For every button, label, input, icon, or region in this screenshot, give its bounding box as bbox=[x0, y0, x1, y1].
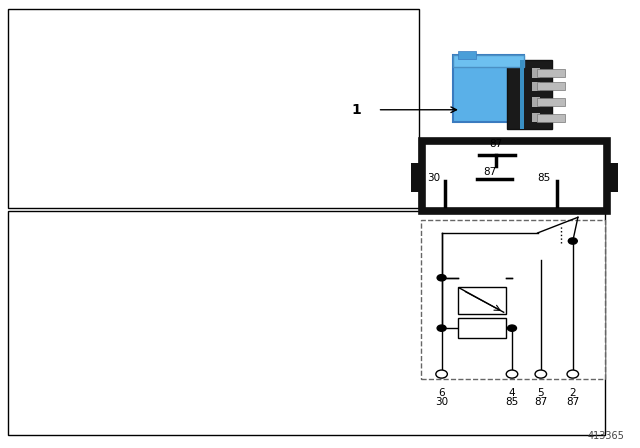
Text: 87: 87 bbox=[483, 167, 496, 177]
Bar bbox=[458, 318, 506, 338]
Circle shape bbox=[568, 238, 577, 244]
Text: 413365: 413365 bbox=[587, 431, 624, 441]
Bar bbox=[421, 220, 605, 379]
Text: 5: 5 bbox=[538, 388, 544, 398]
Text: 30: 30 bbox=[435, 397, 448, 407]
Text: 87: 87 bbox=[534, 397, 547, 407]
Bar bbox=[458, 51, 476, 59]
Bar bbox=[8, 9, 419, 208]
Text: 6: 6 bbox=[438, 388, 445, 398]
Bar bbox=[8, 211, 605, 435]
Bar bbox=[453, 55, 524, 121]
Text: 2: 2 bbox=[570, 388, 576, 398]
Circle shape bbox=[535, 370, 547, 378]
Circle shape bbox=[437, 325, 446, 332]
Bar bbox=[411, 163, 422, 192]
Text: 85: 85 bbox=[506, 397, 518, 407]
Bar bbox=[532, 97, 540, 107]
Bar bbox=[532, 82, 540, 91]
Bar bbox=[537, 98, 565, 106]
Bar bbox=[537, 69, 565, 77]
Bar bbox=[422, 141, 607, 211]
Text: 85: 85 bbox=[538, 173, 551, 183]
Circle shape bbox=[567, 370, 579, 378]
Text: 1: 1 bbox=[352, 103, 362, 117]
Text: 30: 30 bbox=[428, 173, 441, 183]
Text: 87: 87 bbox=[490, 139, 502, 149]
Bar bbox=[532, 68, 540, 78]
Text: 87: 87 bbox=[566, 397, 579, 407]
Bar bbox=[537, 82, 565, 90]
Bar bbox=[453, 55, 524, 67]
Bar bbox=[532, 113, 540, 122]
Circle shape bbox=[506, 370, 518, 378]
Bar bbox=[508, 60, 552, 129]
Circle shape bbox=[508, 325, 516, 332]
Bar bbox=[537, 114, 565, 121]
Circle shape bbox=[436, 370, 447, 378]
Circle shape bbox=[437, 275, 446, 281]
Text: 4: 4 bbox=[509, 388, 515, 398]
Bar bbox=[607, 163, 618, 192]
Bar bbox=[458, 287, 506, 314]
Bar bbox=[520, 60, 524, 129]
